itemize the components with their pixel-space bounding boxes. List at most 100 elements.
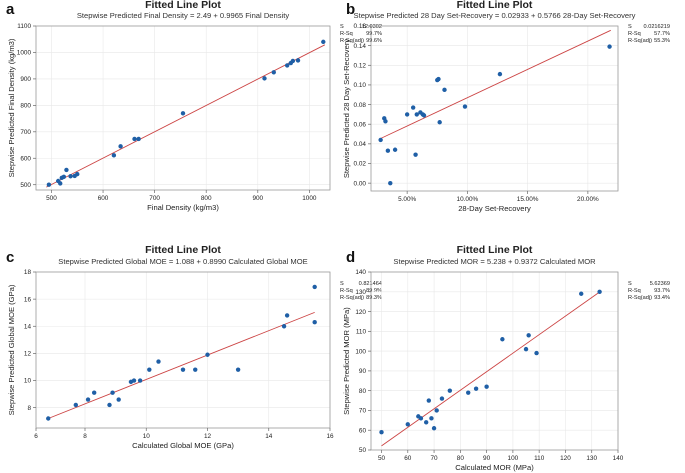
- y-tick-label: 0.04: [354, 141, 367, 148]
- y-tick-label: 8: [27, 405, 31, 412]
- data-point: [68, 174, 73, 179]
- x-axis-label: 28-Day Set-Recovery: [458, 204, 531, 213]
- y-tick-label: 10: [24, 378, 32, 385]
- stat-value: 57.7%: [654, 31, 670, 37]
- data-point: [132, 136, 137, 142]
- x-tick-label: 15.00%: [517, 196, 539, 203]
- stat-value: 99.7%: [366, 31, 382, 37]
- plot-frame: [370, 25, 619, 192]
- y-tick-label: 90: [359, 368, 367, 375]
- x-tick-label: 5.00%: [398, 196, 416, 203]
- data-point: [414, 112, 419, 117]
- y-tick-label: 130: [355, 289, 366, 296]
- data-point: [321, 39, 326, 45]
- x-axis-label: Final Density (kg/m3): [147, 203, 219, 212]
- y-tick-label: 16: [24, 296, 32, 303]
- data-point: [423, 420, 429, 425]
- data-point: [597, 289, 602, 294]
- x-tick-label: 500: [46, 195, 57, 202]
- y-tick-label: 0.00: [354, 180, 367, 187]
- data-point: [434, 408, 439, 413]
- data-point: [466, 390, 471, 395]
- data-point: [61, 174, 67, 179]
- stat-label: R-Sq: [628, 288, 641, 294]
- data-point: [413, 152, 418, 157]
- data-point: [383, 119, 388, 124]
- data-point: [75, 171, 80, 177]
- stat-value: 93.4%: [654, 295, 670, 301]
- stat-value: 12.0302: [362, 24, 382, 30]
- x-axis-label: Calculated Global MOE (GPa): [132, 441, 234, 450]
- data-point: [64, 167, 69, 173]
- y-tick-label: 1100: [17, 23, 31, 30]
- y-tick-label: 0.08: [354, 102, 367, 109]
- stat-value: 0.0216219: [644, 24, 670, 30]
- data-point: [290, 58, 296, 64]
- stat-value: 89.9%: [366, 288, 382, 294]
- data-point: [193, 367, 198, 372]
- stat-label: S: [340, 281, 344, 287]
- stat-label: R-Sq: [340, 288, 353, 294]
- data-point: [205, 352, 210, 357]
- y-tick-label: 0.16: [354, 23, 367, 30]
- chart-subtitle: Stepwise Predicted MOR = 5.238 + 0.9372 …: [393, 257, 596, 266]
- data-point: [436, 76, 441, 82]
- data-point: [180, 367, 186, 372]
- y-tick-label: 100: [355, 348, 366, 355]
- y-tick-label: 120: [355, 309, 366, 316]
- data-point: [534, 350, 539, 356]
- x-tick-label: 700: [149, 195, 160, 202]
- data-point: [473, 386, 479, 391]
- data-point: [137, 378, 143, 383]
- data-point: [136, 136, 141, 142]
- chart-title: Fitted Line Plot: [145, 244, 221, 256]
- x-tick-label: 110: [534, 455, 545, 462]
- data-point: [462, 104, 468, 109]
- y-tick-label: 12: [24, 351, 32, 358]
- x-tick-label: 90: [483, 455, 491, 462]
- data-point: [58, 181, 63, 186]
- x-tick-label: 10.00%: [457, 196, 479, 203]
- panel-letter: d: [346, 249, 355, 266]
- y-tick-label: 0.10: [354, 82, 367, 89]
- x-tick-label: 50: [378, 455, 386, 462]
- data-point: [180, 111, 186, 116]
- x-tick-label: 14: [265, 433, 273, 440]
- stat-label: R-Sq(adj): [628, 295, 652, 301]
- fitted-regression-line: [46, 44, 326, 188]
- x-tick-label: 130: [586, 455, 597, 462]
- data-point: [523, 346, 529, 352]
- x-tick-label: 600: [98, 195, 109, 202]
- data-point: [110, 390, 115, 395]
- x-tick-label: 70: [431, 455, 439, 462]
- y-tick-label: 110: [356, 329, 367, 336]
- data-point: [271, 70, 276, 75]
- data-point: [431, 426, 437, 431]
- data-point: [579, 291, 584, 296]
- y-tick-label: 140: [355, 269, 366, 276]
- x-tick-label: 20.00%: [577, 196, 599, 203]
- data-point: [607, 44, 612, 49]
- stat-label: R-Sq: [628, 31, 641, 37]
- data-point: [429, 416, 434, 421]
- data-point: [388, 180, 393, 186]
- stat-label: R-Sq(adj): [340, 295, 364, 301]
- x-tick-label: 12: [204, 433, 212, 440]
- x-tick-label: 100: [508, 455, 519, 462]
- y-tick-label: 0.02: [354, 161, 367, 168]
- x-tick-label: 800: [201, 195, 212, 202]
- x-tick-label: 8: [83, 433, 87, 440]
- chart-title: Fitted Line Plot: [457, 244, 533, 256]
- chart-title: Fitted Line Plot: [457, 0, 533, 11]
- chart-title: Fitted Line Plot: [145, 0, 221, 11]
- data-point: [73, 402, 79, 408]
- data-point: [284, 313, 290, 318]
- stat-value: 89.3%: [366, 295, 382, 301]
- data-point: [442, 87, 447, 93]
- chart-subtitle: Stepwise Predicted 28 Day Set-Recovery =…: [354, 11, 636, 20]
- y-tick-label: 0.12: [354, 62, 367, 69]
- y-tick-label: 0.14: [354, 43, 367, 50]
- chart-subtitle: Stepwise Predicted Global MOE = 1.088 + …: [58, 257, 307, 266]
